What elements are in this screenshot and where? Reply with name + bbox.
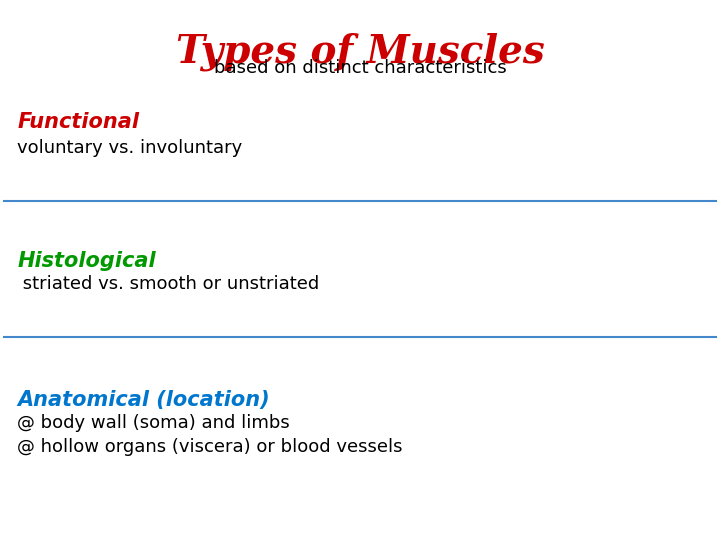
Text: striated vs. smooth or unstriated: striated vs. smooth or unstriated <box>17 275 319 293</box>
Text: Anatomical (location): Anatomical (location) <box>17 390 270 410</box>
Text: Functional: Functional <box>17 112 139 132</box>
Text: @ body wall (soma) and limbs: @ body wall (soma) and limbs <box>17 414 290 433</box>
Text: Histological: Histological <box>17 251 156 271</box>
Text: @ hollow organs (viscera) or blood vessels: @ hollow organs (viscera) or blood vesse… <box>17 438 402 456</box>
Text: voluntary vs. involuntary: voluntary vs. involuntary <box>17 139 243 157</box>
Text: Types of Muscles: Types of Muscles <box>176 32 544 71</box>
Text: based on distinct characteristics: based on distinct characteristics <box>214 59 506 77</box>
